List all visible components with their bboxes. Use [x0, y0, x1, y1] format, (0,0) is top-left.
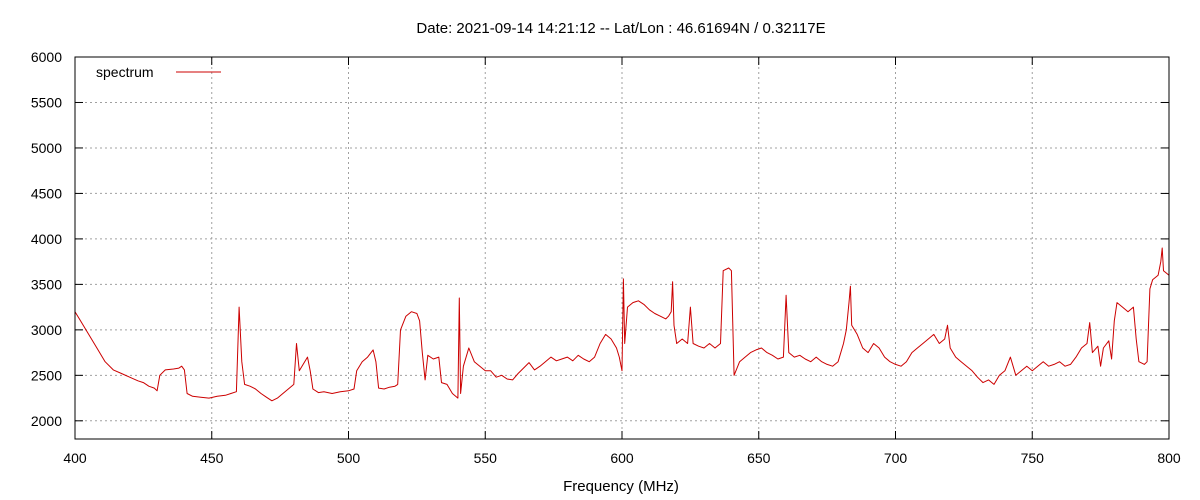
x-tick-label-550: 550 — [474, 450, 498, 466]
y-tick-label-2500: 2500 — [31, 367, 62, 383]
legend-label-spectrum: spectrum — [96, 64, 154, 80]
x-tick-label-400: 400 — [63, 450, 87, 466]
y-tick-label-3000: 3000 — [31, 322, 62, 338]
y-tick-label-6000: 6000 — [31, 49, 62, 65]
series-line-0 — [74, 247, 1170, 402]
y-tick-label-4500: 4500 — [31, 185, 62, 201]
x-tick-label-750: 750 — [1021, 450, 1045, 466]
x-tick-label-800: 800 — [1157, 450, 1181, 466]
series-layer — [74, 247, 1170, 402]
y-tick-label-3500: 3500 — [31, 276, 62, 292]
y-tick-label-5500: 5500 — [31, 94, 62, 110]
x-tick-label-650: 650 — [747, 450, 771, 466]
x-tick-label-600: 600 — [610, 450, 634, 466]
plot-frame — [74, 56, 1170, 440]
y-tick-label-2000: 2000 — [31, 413, 62, 429]
y-axis: 2000 2500 3000 3500 4000 4500 5000 5500 6000 — [31, 49, 1169, 429]
x-axis: 400 450 500 550 600 650 700 750 800 — [63, 57, 1181, 466]
chart-title: Date: 2021-09-14 14:21:12 -- Lat/Lon : 4… — [416, 20, 825, 37]
y-tick-label-5000: 5000 — [31, 140, 62, 156]
legend: spectrum — [96, 64, 221, 80]
grid-lines — [75, 57, 1169, 439]
x-tick-label-450: 450 — [200, 450, 224, 466]
x-axis-label: Frequency (MHz) — [563, 478, 679, 495]
y-tick-label-4000: 4000 — [31, 231, 62, 247]
x-tick-label-700: 700 — [884, 450, 908, 466]
x-tick-label-500: 500 — [337, 450, 361, 466]
